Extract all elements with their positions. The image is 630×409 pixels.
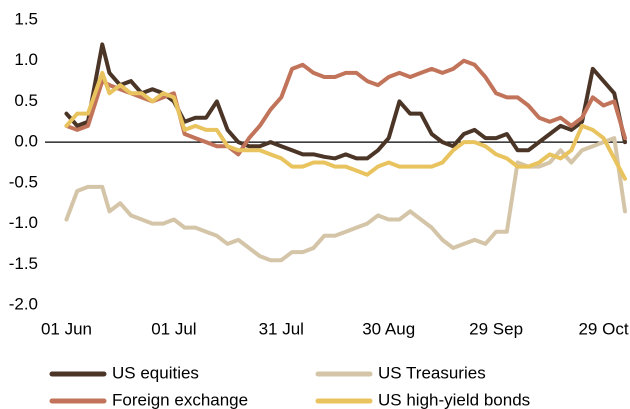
x-tick-label: 31 Jul: [259, 319, 304, 338]
y-tick-label: 0.5: [14, 91, 38, 110]
legend-label: Foreign exchange: [112, 390, 248, 409]
y-tick-label: 1.0: [14, 50, 38, 69]
x-tick-label: 30 Aug: [362, 319, 415, 338]
y-tick-label: 0.0: [14, 132, 38, 151]
y-tick-label: 1.5: [14, 9, 38, 28]
y-tick-label: -0.5: [9, 172, 38, 191]
x-tick-label: 01 Jun: [41, 319, 92, 338]
series-line: [64, 70, 627, 181]
y-tick-label: -2.0: [9, 294, 38, 313]
x-tick-label: 29 Sep: [469, 319, 523, 338]
series-line: [64, 58, 627, 157]
y-tick-label: -1.0: [9, 213, 38, 232]
x-tick-label: 29 Oct: [578, 319, 628, 338]
legend-label: US high-yield bonds: [378, 390, 530, 409]
series-line: [64, 42, 627, 161]
legend-label: US Treasuries: [378, 363, 486, 382]
legend-label: US equities: [112, 363, 199, 382]
x-tick-label: 01 Jul: [151, 319, 196, 338]
y-tick-label: -1.5: [9, 254, 38, 273]
